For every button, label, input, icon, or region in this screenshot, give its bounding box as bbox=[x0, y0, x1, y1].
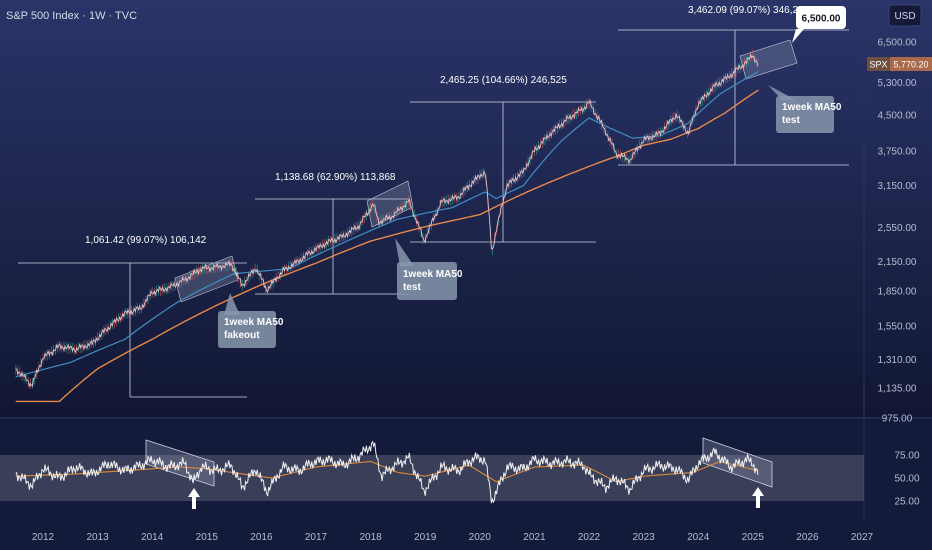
target-value: 6,500.00 bbox=[802, 14, 841, 25]
measure-2017 bbox=[255, 198, 409, 295]
price-tag-value: 5,770.20 bbox=[893, 60, 928, 70]
time-tick-label: 2026 bbox=[796, 532, 819, 543]
price-tag: SPX 5,770.20 bbox=[867, 57, 932, 71]
measure-label: 1,138.68 (62.90%) 113,868 bbox=[275, 172, 396, 183]
time-tick-label: 2013 bbox=[86, 532, 109, 543]
price-tick-label: 5,300.00 bbox=[878, 78, 917, 89]
price-tag-symbol: SPX bbox=[869, 60, 887, 70]
price-tick-label: 1,310.00 bbox=[878, 355, 917, 366]
price-tick-label: 4,500.00 bbox=[878, 110, 917, 121]
callout-line: 1week MA50 bbox=[782, 102, 842, 113]
callout-test-2018[interactable]: 1week MA50 test bbox=[395, 238, 463, 300]
chart-title: S&P 500 Index · 1W · TVC bbox=[6, 10, 137, 22]
time-tick-label: 2021 bbox=[523, 532, 546, 543]
price-line bbox=[15, 53, 759, 388]
time-tick-label: 2025 bbox=[742, 532, 765, 543]
callout-line: test bbox=[782, 115, 800, 126]
callout-line: test bbox=[403, 282, 421, 293]
price-tick-label: 1,850.00 bbox=[878, 287, 917, 298]
callout-test-2025[interactable]: 1week MA50 test bbox=[768, 85, 842, 133]
arrow-up-icon bbox=[188, 488, 200, 509]
price-tick-label: 1,135.00 bbox=[878, 383, 917, 394]
time-tick-label: 2019 bbox=[414, 532, 437, 543]
price-pane bbox=[15, 49, 759, 403]
measure-label: 3,462.09 (99.07%) 346,209 bbox=[688, 5, 810, 16]
measure-2024 bbox=[618, 29, 849, 166]
time-tick-label: 2022 bbox=[578, 532, 601, 543]
currency-label: USD bbox=[894, 11, 915, 22]
rsi-tick-label: 75.00 bbox=[894, 451, 919, 462]
price-tick-label: 2,550.00 bbox=[878, 223, 917, 234]
rsi-pane-background bbox=[0, 418, 932, 522]
callout-line: 1week MA50 bbox=[224, 317, 284, 328]
time-tick-label: 2014 bbox=[141, 532, 164, 543]
callout-fakeout[interactable]: 1week MA50 fakeout bbox=[218, 293, 284, 348]
currency-button[interactable]: USD bbox=[888, 4, 922, 27]
time-tick-label: 2024 bbox=[687, 532, 710, 543]
price-tick-label: 6,500.00 bbox=[878, 38, 917, 49]
rsi-tick-label: 25.00 bbox=[894, 497, 919, 508]
target-label[interactable]: 6,500.00 bbox=[792, 6, 846, 43]
channel-2025 bbox=[739, 39, 798, 80]
time-axis: 2012 2013 2014 2015 2016 2017 2018 2019 2020 2021… bbox=[32, 532, 874, 543]
time-tick-label: 2027 bbox=[851, 532, 874, 543]
ma50-line bbox=[15, 70, 759, 378]
time-tick-label: 2016 bbox=[250, 532, 273, 543]
time-tick-label: 2023 bbox=[632, 532, 655, 543]
time-tick-label: 2020 bbox=[469, 532, 492, 543]
callout-line: fakeout bbox=[224, 330, 260, 341]
time-tick-label: 2015 bbox=[196, 532, 219, 543]
rsi-pane bbox=[15, 440, 759, 504]
measure-2020 bbox=[410, 101, 596, 243]
rsi-axis: 75.00 50.00 25.00 bbox=[894, 451, 919, 508]
time-tick-label: 2018 bbox=[359, 532, 382, 543]
price-axis: 6,500.00 5,300.00 4,500.00 3,750.00 3,150.00… bbox=[878, 38, 917, 425]
callout-line: 1week MA50 bbox=[403, 269, 463, 280]
time-tick-label: 2017 bbox=[305, 532, 328, 543]
rsi-line bbox=[15, 440, 759, 504]
measure-label: 1,061.42 (99.07%) 106,142 bbox=[85, 235, 207, 246]
time-tick-label: 2012 bbox=[32, 532, 55, 543]
time-axis-background bbox=[0, 522, 932, 550]
price-tick-label: 3,750.00 bbox=[878, 147, 917, 158]
arrow-up-icon bbox=[752, 487, 764, 508]
price-tick-label: 975.00 bbox=[882, 414, 913, 425]
price-tick-label: 3,150.00 bbox=[878, 181, 917, 192]
ma200-line bbox=[15, 89, 759, 403]
price-tick-label: 1,550.00 bbox=[878, 322, 917, 333]
rsi-tick-label: 50.00 bbox=[894, 474, 919, 485]
measure-label: 2,465.25 (104.66%) 246,525 bbox=[440, 75, 567, 86]
price-tick-label: 2,150.00 bbox=[878, 257, 917, 268]
